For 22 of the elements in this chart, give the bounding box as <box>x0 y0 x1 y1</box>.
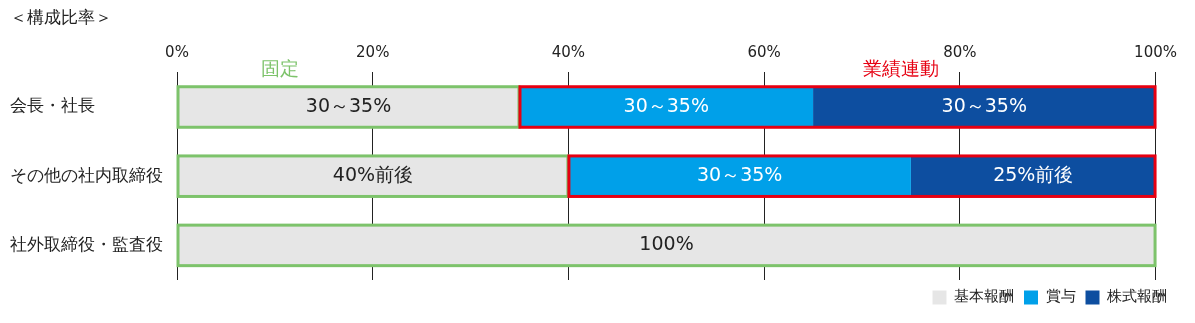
annotation: 業績連動 <box>863 57 940 80</box>
data-label: 30～35% <box>941 93 1028 116</box>
legend-label: 基本報酬 <box>954 287 1014 306</box>
data-label: 30～35% <box>696 163 783 186</box>
y-tick-label: 会長・社長 <box>10 95 95 116</box>
x-tick-label: 20% <box>356 43 390 62</box>
legend-label: 株式報酬 <box>1106 287 1167 306</box>
y-tick-label: その他の社内取締役 <box>10 164 163 185</box>
y-tick-label: 社外取締役・監査役 <box>10 233 163 254</box>
data-label: 25%前後 <box>993 163 1074 186</box>
x-tick-label: 100% <box>1134 43 1177 62</box>
legend-label: 賞与 <box>1045 287 1076 306</box>
data-label: 100% <box>639 232 694 255</box>
x-tick-label: 0% <box>165 43 189 62</box>
data-label: 30～35% <box>623 93 709 116</box>
x-tick-label: 60% <box>747 43 781 62</box>
annotation: 固定 <box>261 57 300 80</box>
data-label: 40%前後 <box>332 163 414 186</box>
x-tick-label: 40% <box>551 43 586 62</box>
data-label: 30～35% <box>305 93 392 116</box>
x-tick-label: 80% <box>943 43 977 62</box>
chart-title: ＜構成比率＞ <box>10 6 112 27</box>
